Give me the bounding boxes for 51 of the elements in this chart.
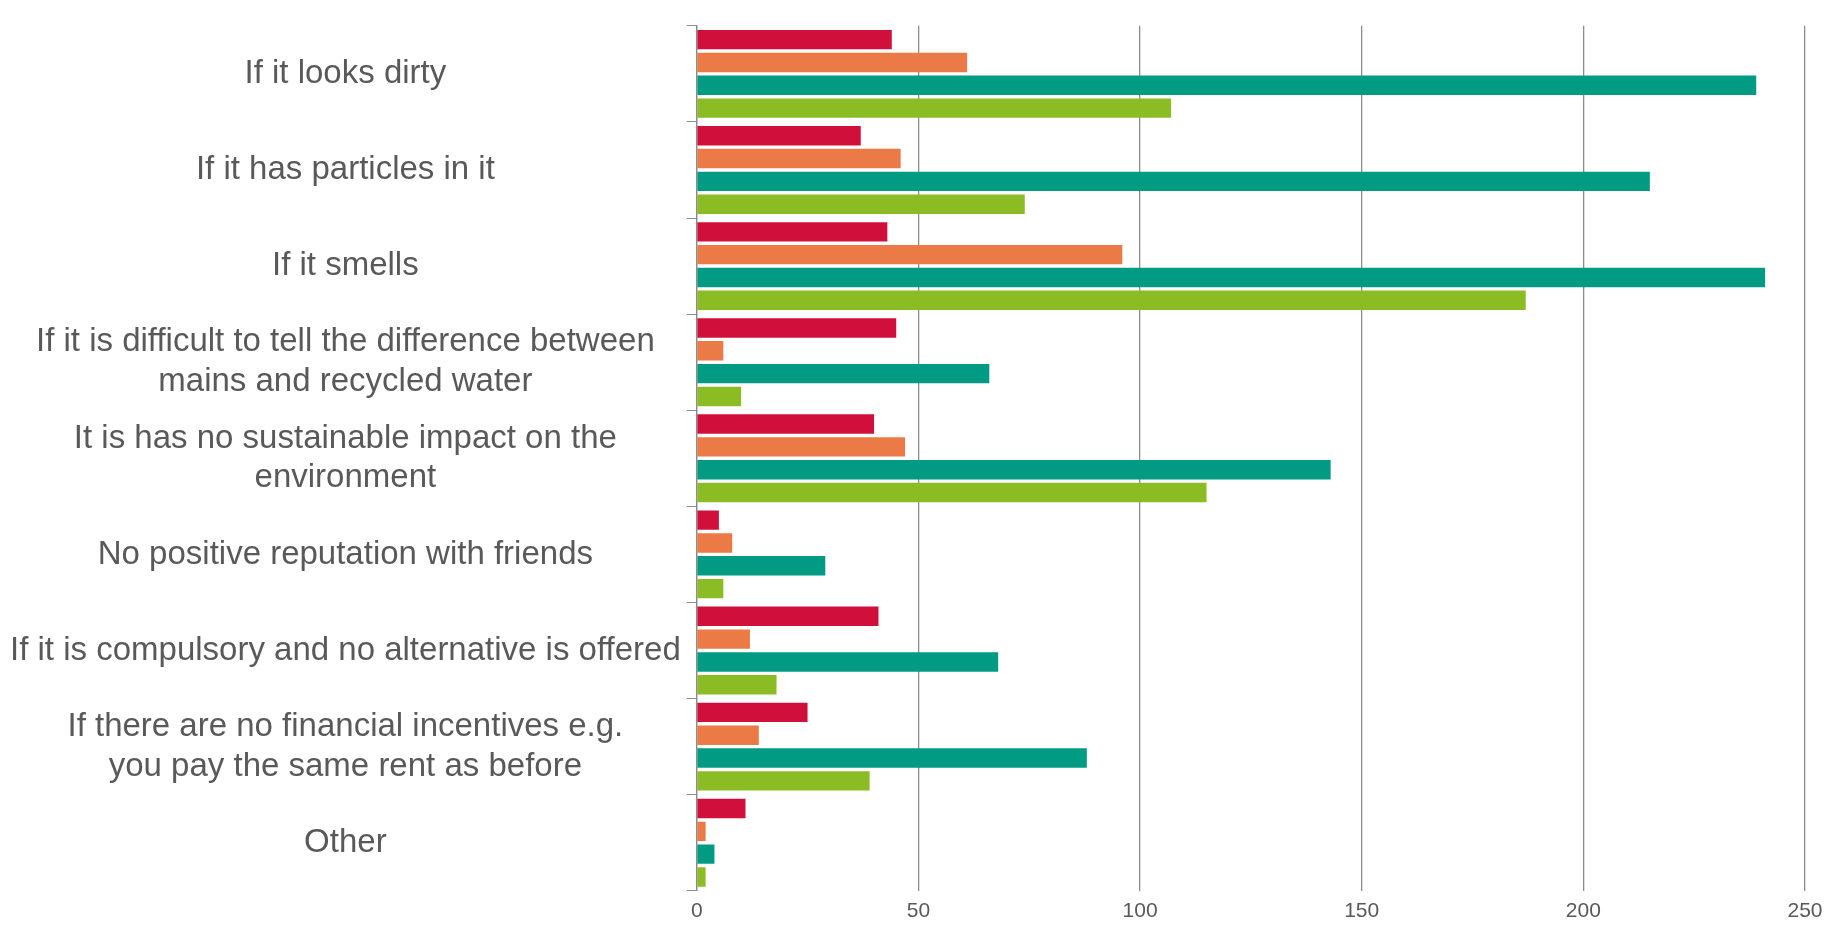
- y-tick-label: If it is compulsory and no alternative is offered: [10, 629, 681, 667]
- bar: [697, 702, 808, 723]
- bar: [697, 771, 870, 791]
- bar: [697, 194, 1025, 214]
- bar: [697, 629, 750, 649]
- bar: [697, 75, 1757, 95]
- y-tick-label: If there are no financial incentives e.g. you pay the same rent as before: [67, 705, 624, 783]
- bar: [697, 98, 1172, 118]
- x-tick-label: 200: [1565, 898, 1601, 922]
- bar: [697, 52, 968, 73]
- bar: [697, 482, 1207, 503]
- bar: [697, 386, 742, 407]
- bar: [697, 510, 719, 530]
- bar: [697, 675, 777, 695]
- bar: [697, 748, 1087, 768]
- y-tick-label: If it has particles in it: [195, 149, 495, 187]
- y-tick-label: If it looks dirty: [244, 52, 447, 90]
- bar: [697, 867, 706, 887]
- bar: [697, 460, 1331, 480]
- bar: [697, 414, 875, 434]
- bar: [697, 556, 826, 576]
- y-tick-label: If it smells: [272, 245, 419, 283]
- y-tick-label: It is has no sustainable impact on the environment: [73, 417, 617, 495]
- bar: [697, 652, 999, 672]
- bar: [697, 844, 715, 864]
- bar: [697, 290, 1526, 311]
- bar: [697, 725, 759, 745]
- bar: [697, 533, 733, 553]
- bar: [697, 363, 990, 384]
- bar: [697, 267, 1766, 288]
- bar: [697, 606, 879, 626]
- y-tick-label: If it is difficult to tell the difference between mains and recycled water: [35, 321, 655, 399]
- x-tick-label: 100: [1122, 898, 1158, 922]
- x-tick-label: 0: [690, 898, 703, 922]
- bar: [697, 437, 906, 457]
- bar: [697, 222, 888, 242]
- y-tick-label: Other: [304, 821, 387, 859]
- bar: [697, 171, 1650, 192]
- bar: [697, 798, 746, 819]
- bar: [697, 148, 901, 169]
- bar: [697, 341, 724, 361]
- bar: [697, 318, 897, 338]
- x-tick-label: 150: [1344, 898, 1380, 922]
- bar: [697, 29, 892, 50]
- bar: [697, 244, 1123, 265]
- x-tick-label: 250: [1787, 898, 1823, 922]
- y-tick-label: No positive reputation with friends: [97, 533, 593, 571]
- bar: [697, 821, 706, 842]
- x-tick-label: 50: [906, 898, 931, 922]
- bar: [697, 126, 861, 146]
- bar: [697, 578, 724, 599]
